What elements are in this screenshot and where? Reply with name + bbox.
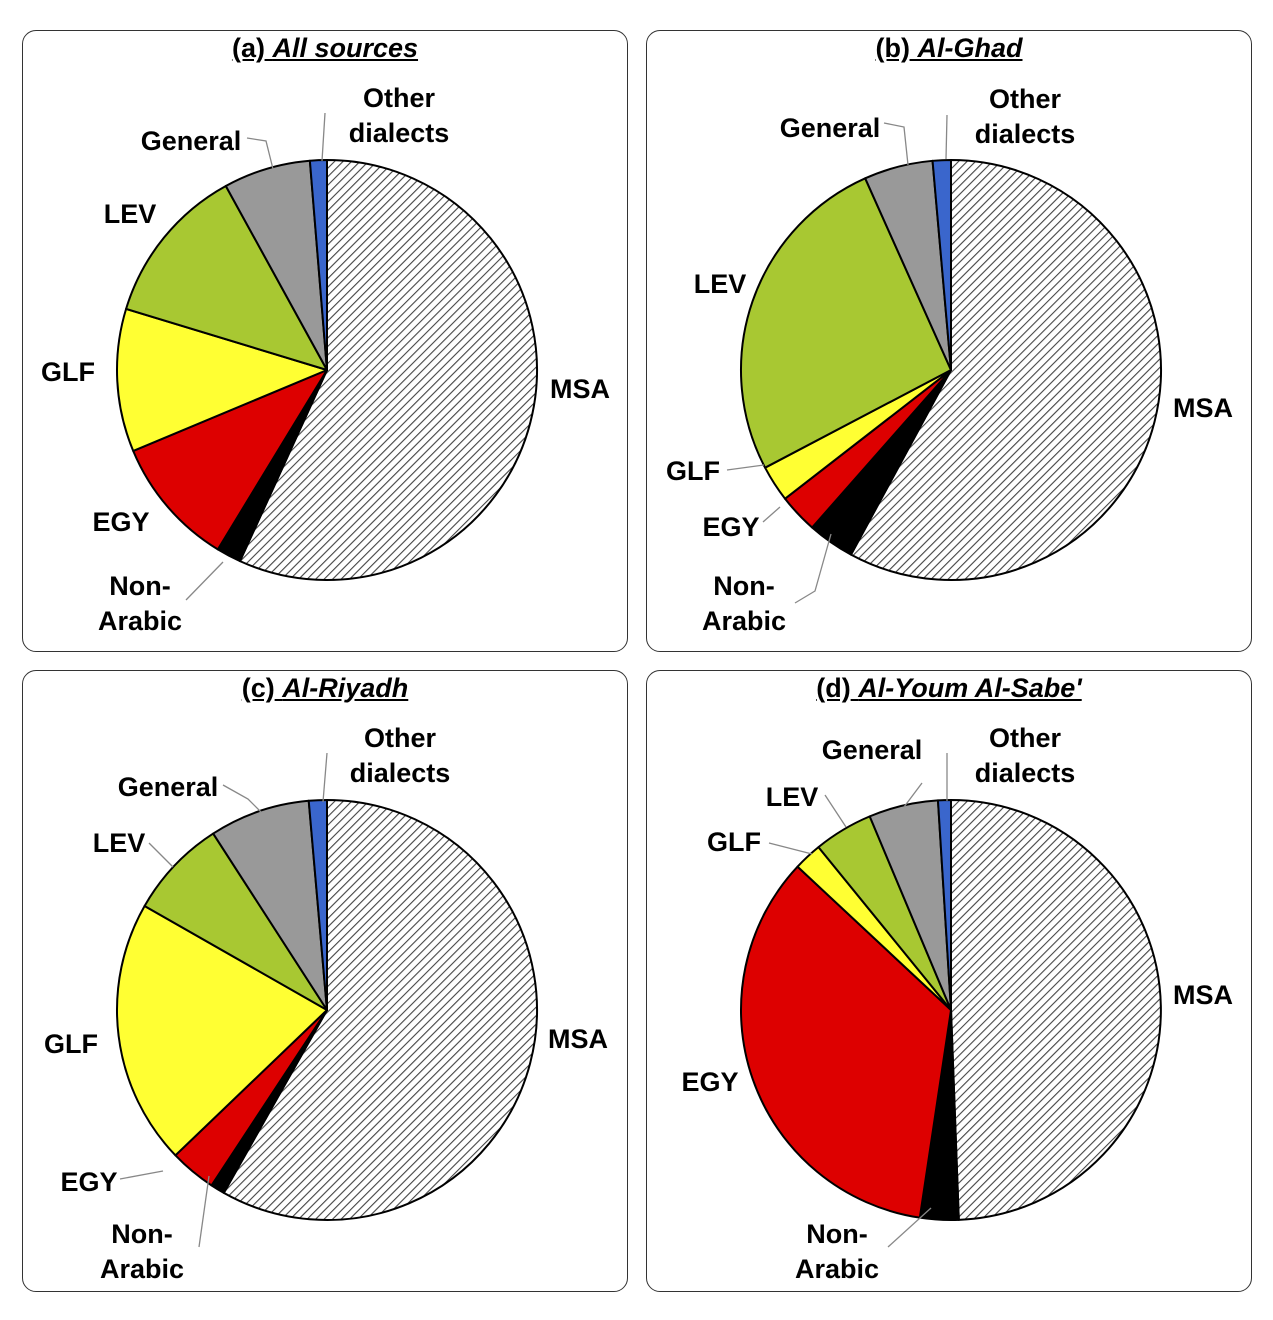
pie-slice-egy <box>740 865 952 1219</box>
slice-label-lev: LEV <box>694 269 747 299</box>
slice-label-other-dialects: Other dialects <box>350 723 451 788</box>
slice-label-other-dialects: Other dialects <box>349 83 450 148</box>
pie-title-a: (a) All sources <box>231 33 419 63</box>
pie-chart-c: MSA Non-Arabic EGY GLF LEV General Other dialec… <box>44 723 608 1284</box>
leader-line-general <box>246 137 274 170</box>
pie-slice-general <box>212 799 328 1011</box>
pie-slice-other-dialects <box>307 799 328 1011</box>
pie-slice-lev <box>740 177 952 469</box>
slice-label-lev: LEV <box>93 828 146 858</box>
leader-line-general <box>222 784 262 813</box>
pie-panel-b: (b) Al-Ghad MSA Non-Arabic EGY GLF LEV Genera… <box>646 30 1252 652</box>
slice-label-non-arabic: Non-Arabic <box>98 571 182 636</box>
slice-label-other-dialects: Other dialects <box>975 723 1076 788</box>
leader-line-lev <box>824 794 847 828</box>
slice-label-non-arabic: Non-Arabic <box>795 1219 879 1284</box>
slice-label-egy: EGY <box>702 512 759 542</box>
leader-line-general <box>903 782 923 808</box>
slice-label-general: General <box>141 126 242 156</box>
leader-line-egy <box>119 1170 164 1180</box>
leader-line-non-arabic <box>887 1207 932 1248</box>
leader-line-other-dialects <box>321 112 326 162</box>
pie-slice-other-dialects <box>931 158 952 371</box>
pie-title-c: (c) Al-Riyadh <box>241 673 409 703</box>
slice-label-msa: MSA <box>548 1024 608 1054</box>
pie-slice-lev <box>125 184 328 371</box>
slice-label-egy: EGY <box>92 507 149 537</box>
slice-label-lev: LEV <box>104 199 157 229</box>
pie-panel-d: (d) Al-Youm Al-Sabe' MSA Non-Arabic EGY GLF… <box>646 670 1252 1292</box>
leader-line-non-arabic <box>794 533 832 604</box>
slice-label-egy: EGY <box>681 1067 738 1097</box>
leader-line-other-dialects <box>322 752 328 803</box>
slice-label-glf: GLF <box>41 357 95 387</box>
slice-label-general: General <box>822 735 923 765</box>
slice-label-msa: MSA <box>1173 393 1233 423</box>
slice-label-msa: MSA <box>550 374 610 404</box>
pie-chart-b: MSA Non-Arabic EGY GLF LEV General Other dialec… <box>666 84 1233 636</box>
pie-slice-glf <box>116 307 328 452</box>
pie-title-d: (d) Al-Youm Al-Sabe' <box>816 673 1082 703</box>
pie-slice-msa <box>222 799 538 1221</box>
leader-line-general <box>883 122 909 166</box>
leader-line-non-arabic <box>198 1175 210 1248</box>
leader-line-glf <box>768 842 813 855</box>
pie-slice-other-dialects <box>936 798 952 1011</box>
leader-line-other-dialects <box>945 114 948 160</box>
leader-line-egy <box>762 506 781 523</box>
pie-slice-egy <box>132 369 328 551</box>
pie-panel-c: (c) Al-Riyadh MSA Non-Arabic EGY GLF LEV Gene… <box>22 670 628 1292</box>
slice-label-other-dialects: Other dialects <box>975 84 1076 149</box>
slice-label-non-arabic: Non-Arabic <box>100 1219 184 1284</box>
pie-title-b: (b) Al-Ghad <box>875 33 1023 63</box>
pie-slice-lev <box>143 832 328 1011</box>
slice-label-lev: LEV <box>766 782 819 812</box>
slice-label-msa: MSA <box>1173 980 1233 1010</box>
slice-label-glf: GLF <box>707 827 761 857</box>
pie-slice-msa <box>950 799 1162 1221</box>
leader-line-glf <box>726 464 765 471</box>
leader-line-non-arabic <box>185 561 224 601</box>
pie-slice-msa <box>238 159 538 581</box>
slice-label-egy: EGY <box>60 1167 117 1197</box>
pie-slice-msa <box>849 159 1162 581</box>
pie-slice-glf <box>116 904 328 1157</box>
slice-label-general: General <box>780 113 881 143</box>
slice-label-general: General <box>118 772 219 802</box>
pie-panel-a: (a) All sources MSA Non-Arabic EGY GLF LEV Ge… <box>22 30 628 652</box>
slice-label-glf: GLF <box>666 456 720 486</box>
leader-line-lev <box>148 842 174 868</box>
slice-label-non-arabic: Non-Arabic <box>702 571 786 636</box>
pie-slice-other-dialects <box>308 159 328 371</box>
pie-chart-a: MSA Non-Arabic EGY GLF LEV General Other dialec… <box>41 83 610 636</box>
slice-label-glf: GLF <box>44 1029 98 1059</box>
